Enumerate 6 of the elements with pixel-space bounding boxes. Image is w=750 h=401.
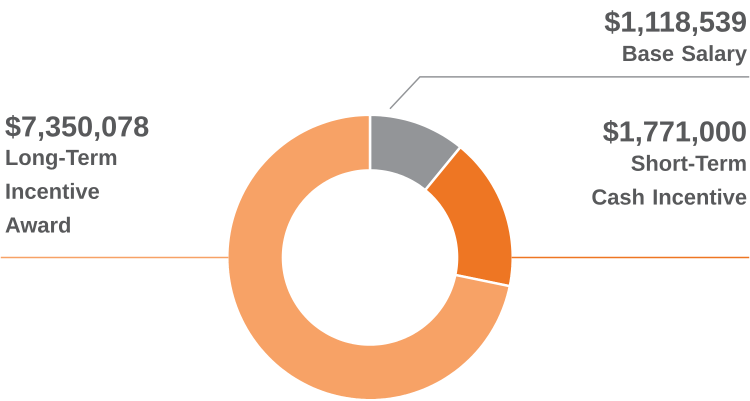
data-label: $7,350,078: [5, 114, 148, 141]
data-label: $1,118,539: [604, 10, 746, 36]
slice-label: Short-Term Cash Incentive: [592, 154, 746, 205]
slice-label: Base Salary: [623, 44, 747, 66]
data-label: $1,771,000: [603, 120, 746, 146]
slice-label: Long-Term Incentive Award: [5, 150, 116, 233]
